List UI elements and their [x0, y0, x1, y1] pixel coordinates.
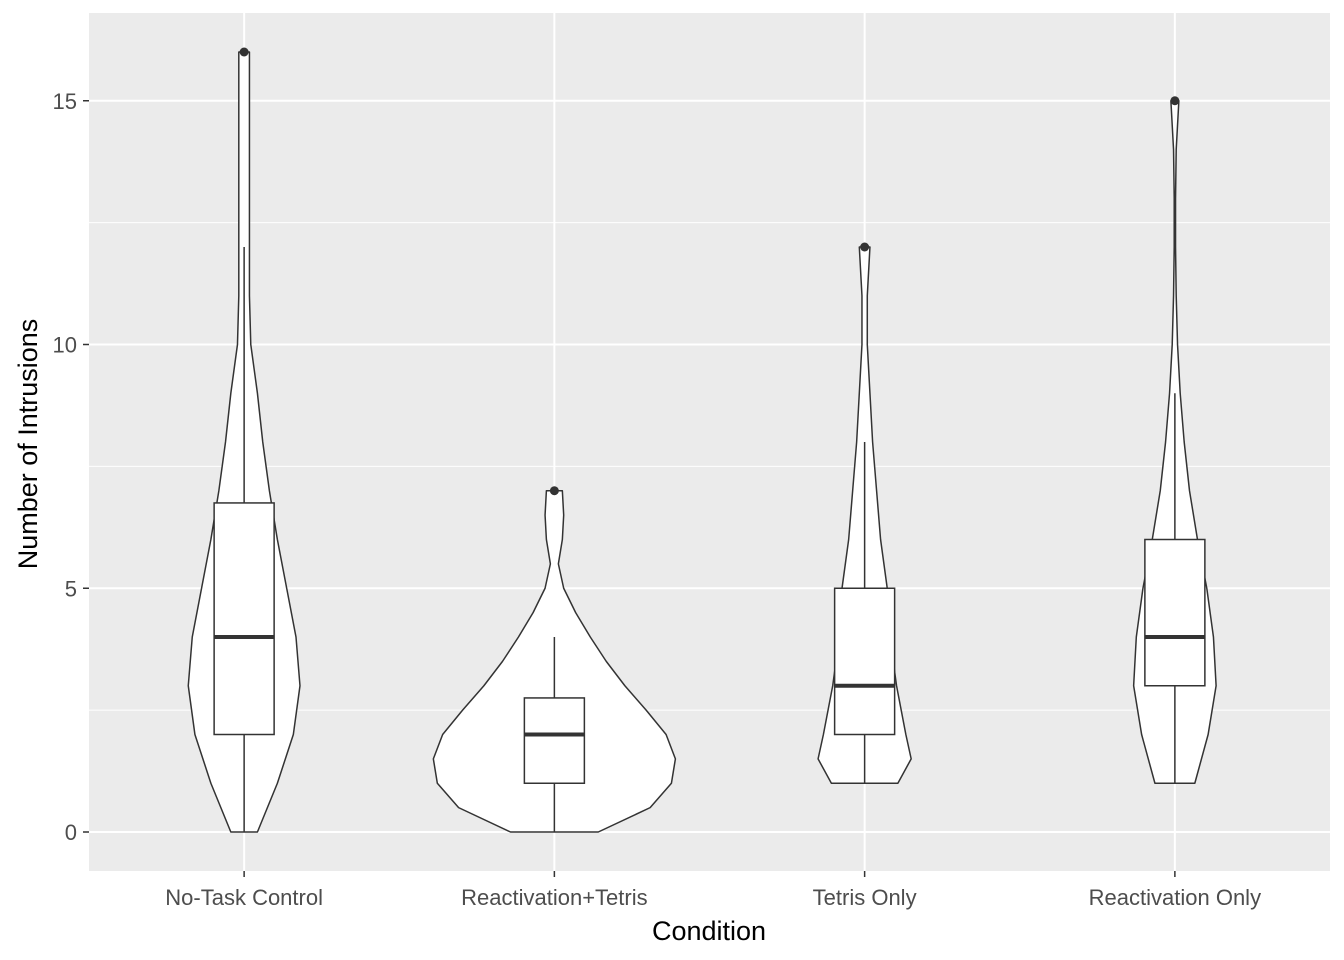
panel-background [89, 13, 1330, 871]
y-tick-label: 0 [65, 820, 77, 845]
outlier-point [239, 47, 249, 57]
outlier-point [1170, 96, 1180, 106]
box-iqr [213, 502, 275, 736]
y-axis: 0 5 10 15 [53, 89, 89, 845]
x-axis-title: Condition [652, 916, 766, 946]
x-axis: No-Task Control Reactivation+Tetris Tetris… [165, 871, 1261, 910]
box-iqr [523, 697, 586, 784]
outlier-point [860, 242, 870, 252]
x-tick-label: Reactivation+Tetris [461, 885, 647, 910]
boxplot-layer [213, 47, 1206, 832]
x-tick-label: No-Task Control [165, 885, 323, 910]
x-tick-label: Reactivation Only [1089, 885, 1261, 910]
outlier-point [549, 486, 559, 496]
y-tick-label: 5 [65, 576, 77, 601]
y-axis-title: Number of Intrusions [13, 319, 43, 570]
box-iqr [833, 587, 896, 736]
y-tick-label: 10 [53, 333, 77, 358]
x-tick-label: Tetris Only [813, 885, 917, 910]
box-iqr [1144, 538, 1206, 687]
y-tick-label: 15 [53, 89, 77, 114]
